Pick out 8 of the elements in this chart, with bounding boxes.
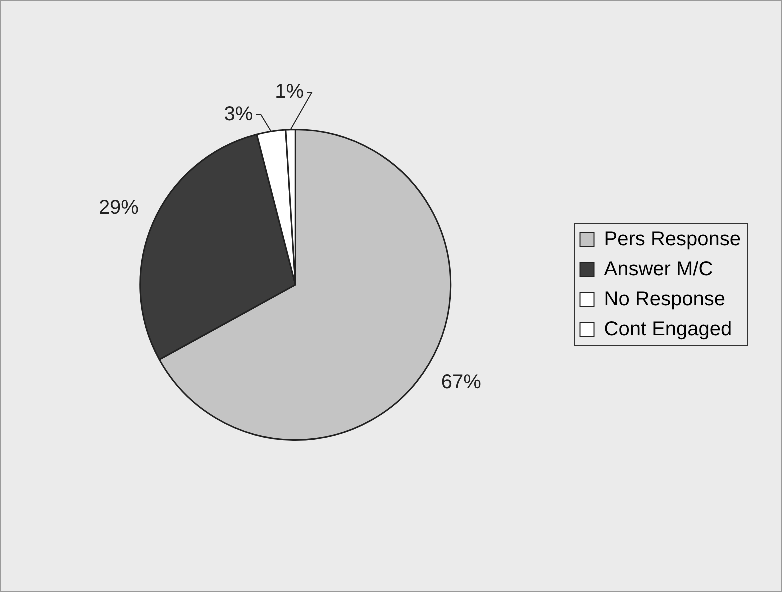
legend-label: Answer M/C xyxy=(604,258,714,281)
data-label: 1% xyxy=(275,81,304,104)
legend-label: Cont Engaged xyxy=(604,318,732,341)
legend-label: No Response xyxy=(604,288,726,311)
legend-label: Pers Response xyxy=(604,228,742,251)
data-label: 3% xyxy=(224,103,254,126)
data-label: 67% xyxy=(441,372,482,394)
data-label: 29% xyxy=(98,197,140,220)
